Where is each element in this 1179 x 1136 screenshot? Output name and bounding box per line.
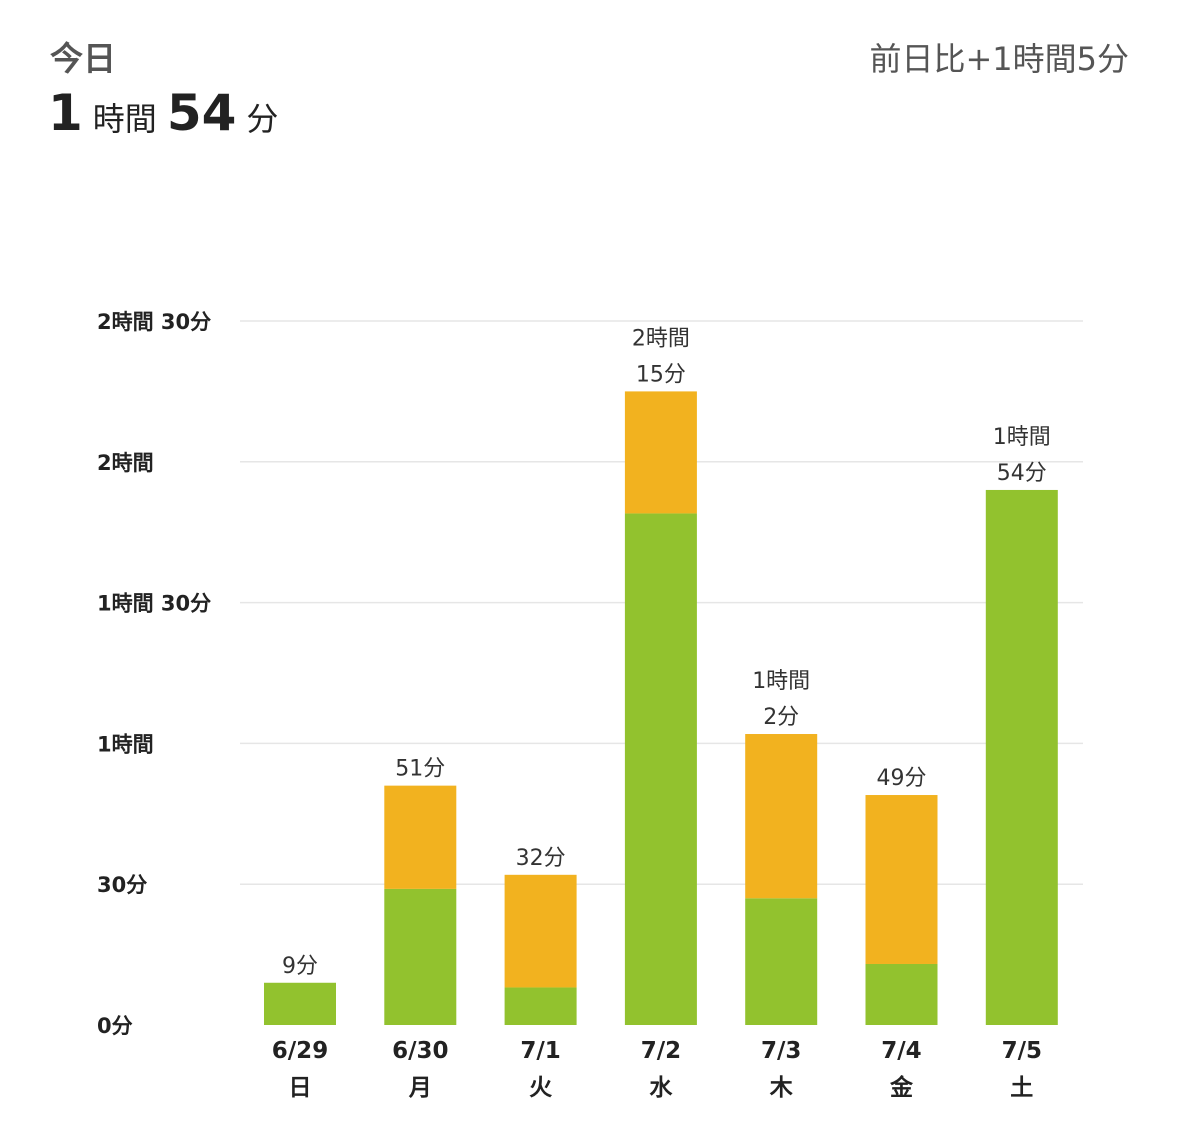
data-label: 54分 [997, 461, 1047, 486]
total-hours-unit: 時間 [92, 100, 157, 138]
x-weekday-label: 月 [408, 1075, 432, 1101]
data-label: 1時間 [993, 425, 1051, 450]
x-date-label: 6/30 [392, 1038, 448, 1064]
x-date-label: 7/3 [761, 1038, 801, 1064]
bar-segment [745, 734, 818, 899]
bar-segment [745, 898, 818, 1025]
bar-segment [384, 888, 457, 1025]
x-date-label: 7/5 [1002, 1038, 1042, 1064]
bar-segment [985, 489, 1058, 1026]
bar-segment [865, 963, 938, 1025]
data-label: 32分 [516, 846, 566, 871]
data-label: 15分 [636, 362, 686, 387]
bar-segment [384, 785, 457, 889]
x-date-label: 7/4 [881, 1038, 921, 1064]
data-label: 2時間 [632, 326, 690, 351]
bar-segment [865, 795, 938, 964]
bar-segment [624, 513, 697, 1025]
data-label: 2分 [763, 705, 799, 730]
y-tick-label: 0分 [97, 1014, 133, 1038]
bar-segment [624, 391, 697, 514]
x-date-label: 7/2 [641, 1038, 681, 1064]
y-tick-label: 30分 [97, 873, 147, 897]
data-label: 49分 [877, 766, 927, 791]
x-weekday-label: 木 [769, 1075, 793, 1101]
total-hours-value: 1 [48, 84, 83, 142]
bar-segment [504, 874, 577, 988]
data-label: 1時間 [752, 669, 810, 694]
x-weekday-label: 土 [1010, 1075, 1033, 1101]
total-minutes-unit: 分 [246, 100, 279, 138]
y-tick-label: 2時間 [97, 451, 154, 475]
data-label: 9分 [282, 954, 318, 979]
comparison-text: 前日比+1時間5分 [869, 40, 1129, 78]
total-time: 1 時間 54 分 [48, 84, 288, 142]
total-minutes-value: 54 [166, 84, 237, 142]
x-weekday-label: 水 [649, 1075, 673, 1101]
x-weekday-label: 火 [529, 1075, 552, 1101]
data-label: 51分 [395, 757, 445, 782]
x-date-label: 7/1 [520, 1038, 560, 1064]
y-tick-label: 2時間 30分 [97, 310, 211, 334]
x-weekday-label: 金 [889, 1074, 914, 1101]
y-tick-label: 1時間 [97, 732, 154, 756]
bar-segment [504, 987, 577, 1025]
bar-segment [264, 982, 336, 1025]
x-date-label: 6/29 [272, 1038, 328, 1064]
x-weekday-label: 日 [289, 1075, 312, 1101]
y-tick-label: 1時間 30分 [97, 592, 211, 616]
today-label: 今日 [50, 39, 116, 78]
